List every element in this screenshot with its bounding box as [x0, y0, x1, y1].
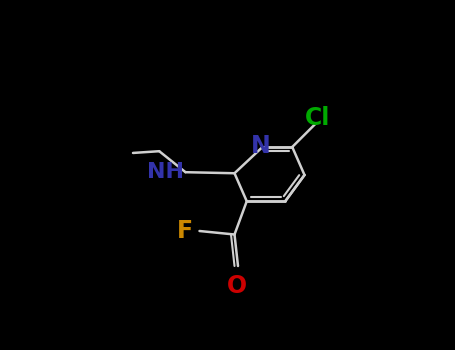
Text: N: N [251, 134, 271, 158]
Text: NH: NH [147, 162, 184, 182]
Text: F: F [177, 219, 193, 243]
Text: O: O [227, 274, 248, 298]
Text: Cl: Cl [304, 106, 330, 130]
